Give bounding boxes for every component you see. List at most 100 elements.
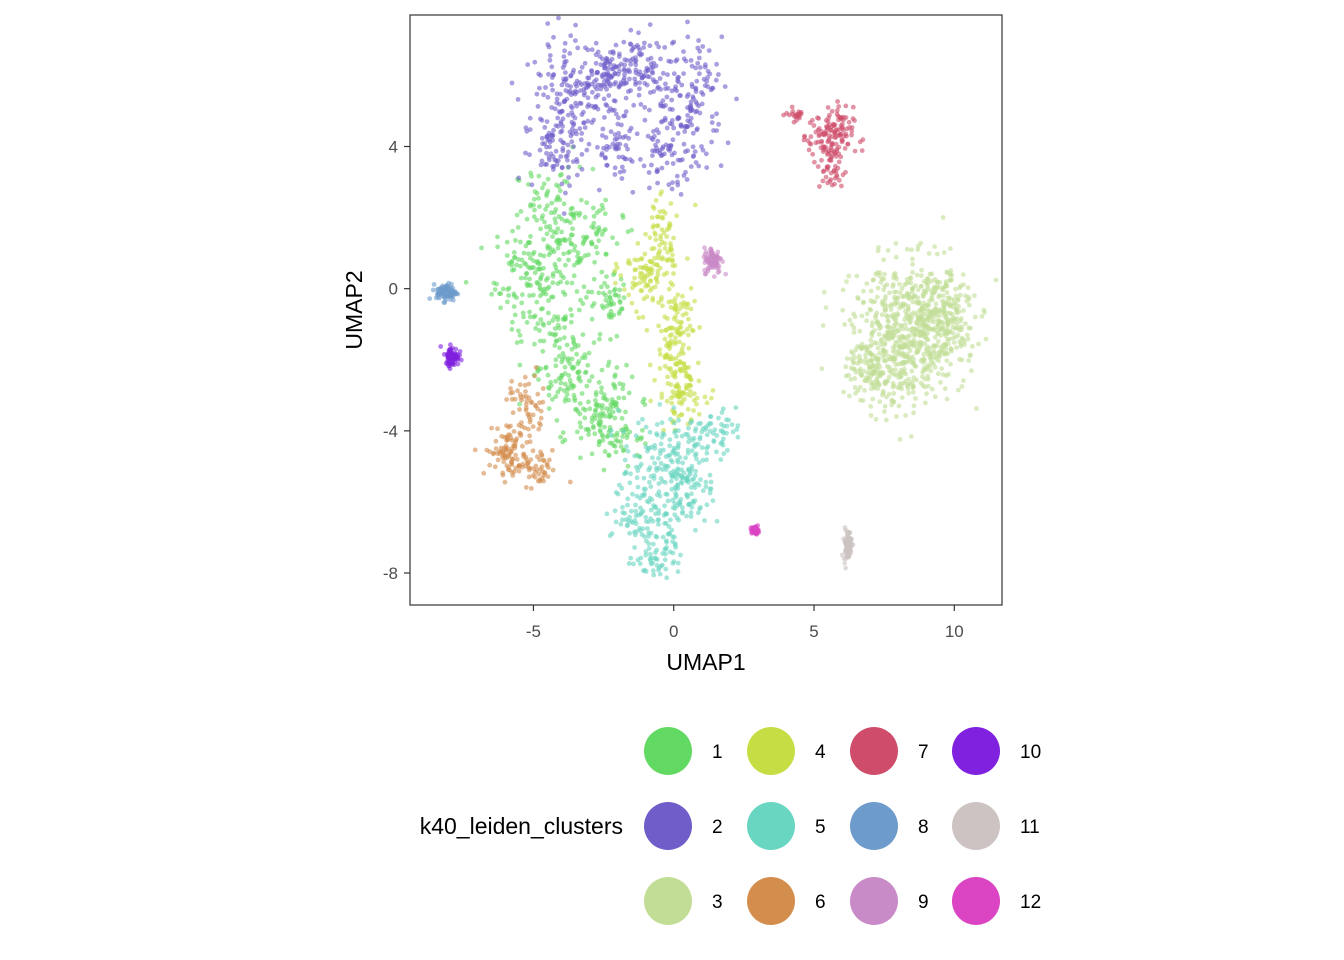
data-point — [630, 491, 635, 497]
data-point — [936, 358, 941, 364]
data-point — [712, 427, 718, 433]
data-point — [578, 197, 584, 203]
data-point — [647, 479, 652, 485]
data-point — [839, 137, 845, 142]
data-point — [561, 140, 567, 146]
data-point — [868, 288, 874, 294]
data-point — [620, 448, 626, 454]
data-point — [608, 428, 614, 433]
data-point — [593, 40, 599, 46]
data-point — [703, 479, 709, 485]
data-point — [695, 126, 700, 132]
data-point — [694, 78, 700, 84]
data-point — [539, 464, 545, 470]
data-point — [632, 267, 638, 273]
data-point — [716, 121, 721, 127]
data-point — [602, 449, 608, 454]
data-point — [610, 409, 616, 415]
data-point — [932, 394, 938, 400]
data-point — [621, 282, 626, 288]
data-point — [686, 425, 691, 431]
data-point — [688, 510, 694, 516]
data-point — [691, 476, 696, 482]
data-point — [585, 95, 591, 101]
data-point — [823, 174, 829, 180]
data-point — [817, 132, 822, 137]
data-point — [523, 243, 529, 249]
data-point — [715, 265, 721, 271]
data-point — [703, 151, 709, 157]
data-point — [906, 390, 911, 396]
data-point — [548, 383, 554, 388]
data-point — [448, 347, 454, 353]
data-point — [566, 373, 572, 378]
data-point — [693, 86, 699, 92]
data-point — [607, 289, 613, 295]
data-point — [564, 342, 570, 348]
legend-label-9: 9 — [918, 892, 929, 913]
data-point — [553, 220, 558, 226]
data-point — [662, 463, 667, 469]
data-point — [686, 502, 691, 508]
data-point — [655, 223, 661, 229]
data-point — [564, 391, 570, 397]
data-point — [665, 498, 671, 504]
data-point — [549, 294, 554, 300]
data-point — [664, 227, 670, 233]
data-point — [517, 401, 522, 407]
data-point — [507, 451, 513, 456]
data-point — [679, 480, 685, 486]
data-point — [665, 72, 670, 78]
data-point — [898, 323, 903, 329]
data-point — [573, 406, 579, 412]
data-point — [638, 511, 644, 517]
data-point — [521, 314, 526, 320]
data-point — [670, 161, 676, 166]
data-point — [881, 257, 886, 263]
data-point — [834, 108, 840, 113]
data-point — [840, 287, 846, 293]
data-point — [538, 73, 543, 78]
data-point — [863, 378, 868, 383]
data-point — [528, 203, 533, 209]
data-point — [892, 271, 898, 276]
data-point — [840, 307, 846, 313]
data-point — [947, 317, 952, 323]
data-point — [618, 273, 624, 278]
data-point — [939, 326, 945, 332]
data-point — [931, 343, 937, 349]
data-point — [687, 323, 693, 329]
legend-key-7 — [850, 727, 898, 775]
data-point — [642, 491, 647, 497]
data-point — [589, 451, 595, 457]
data-point — [669, 186, 675, 192]
data-point — [677, 332, 683, 338]
data-point — [693, 468, 699, 474]
data-point — [530, 473, 536, 478]
data-point — [592, 259, 597, 265]
data-point — [519, 420, 524, 425]
data-point — [924, 306, 930, 312]
data-point — [881, 348, 887, 353]
legend-key-2 — [644, 802, 692, 850]
data-point — [530, 412, 536, 418]
data-point — [827, 157, 833, 163]
data-point — [666, 286, 672, 292]
data-point — [687, 375, 692, 381]
data-point — [892, 316, 897, 322]
data-point — [688, 383, 694, 388]
data-point — [666, 299, 672, 305]
data-point — [650, 77, 656, 82]
data-point — [722, 84, 728, 89]
legend-label-5: 5 — [815, 817, 826, 838]
data-point — [670, 282, 676, 288]
data-point — [688, 99, 694, 105]
data-point — [948, 246, 953, 252]
data-point — [592, 84, 598, 89]
data-point — [575, 260, 580, 266]
data-point — [623, 109, 629, 114]
data-point — [654, 279, 660, 285]
data-point — [559, 229, 564, 235]
legend-key-8 — [850, 802, 898, 850]
data-point — [635, 557, 641, 563]
